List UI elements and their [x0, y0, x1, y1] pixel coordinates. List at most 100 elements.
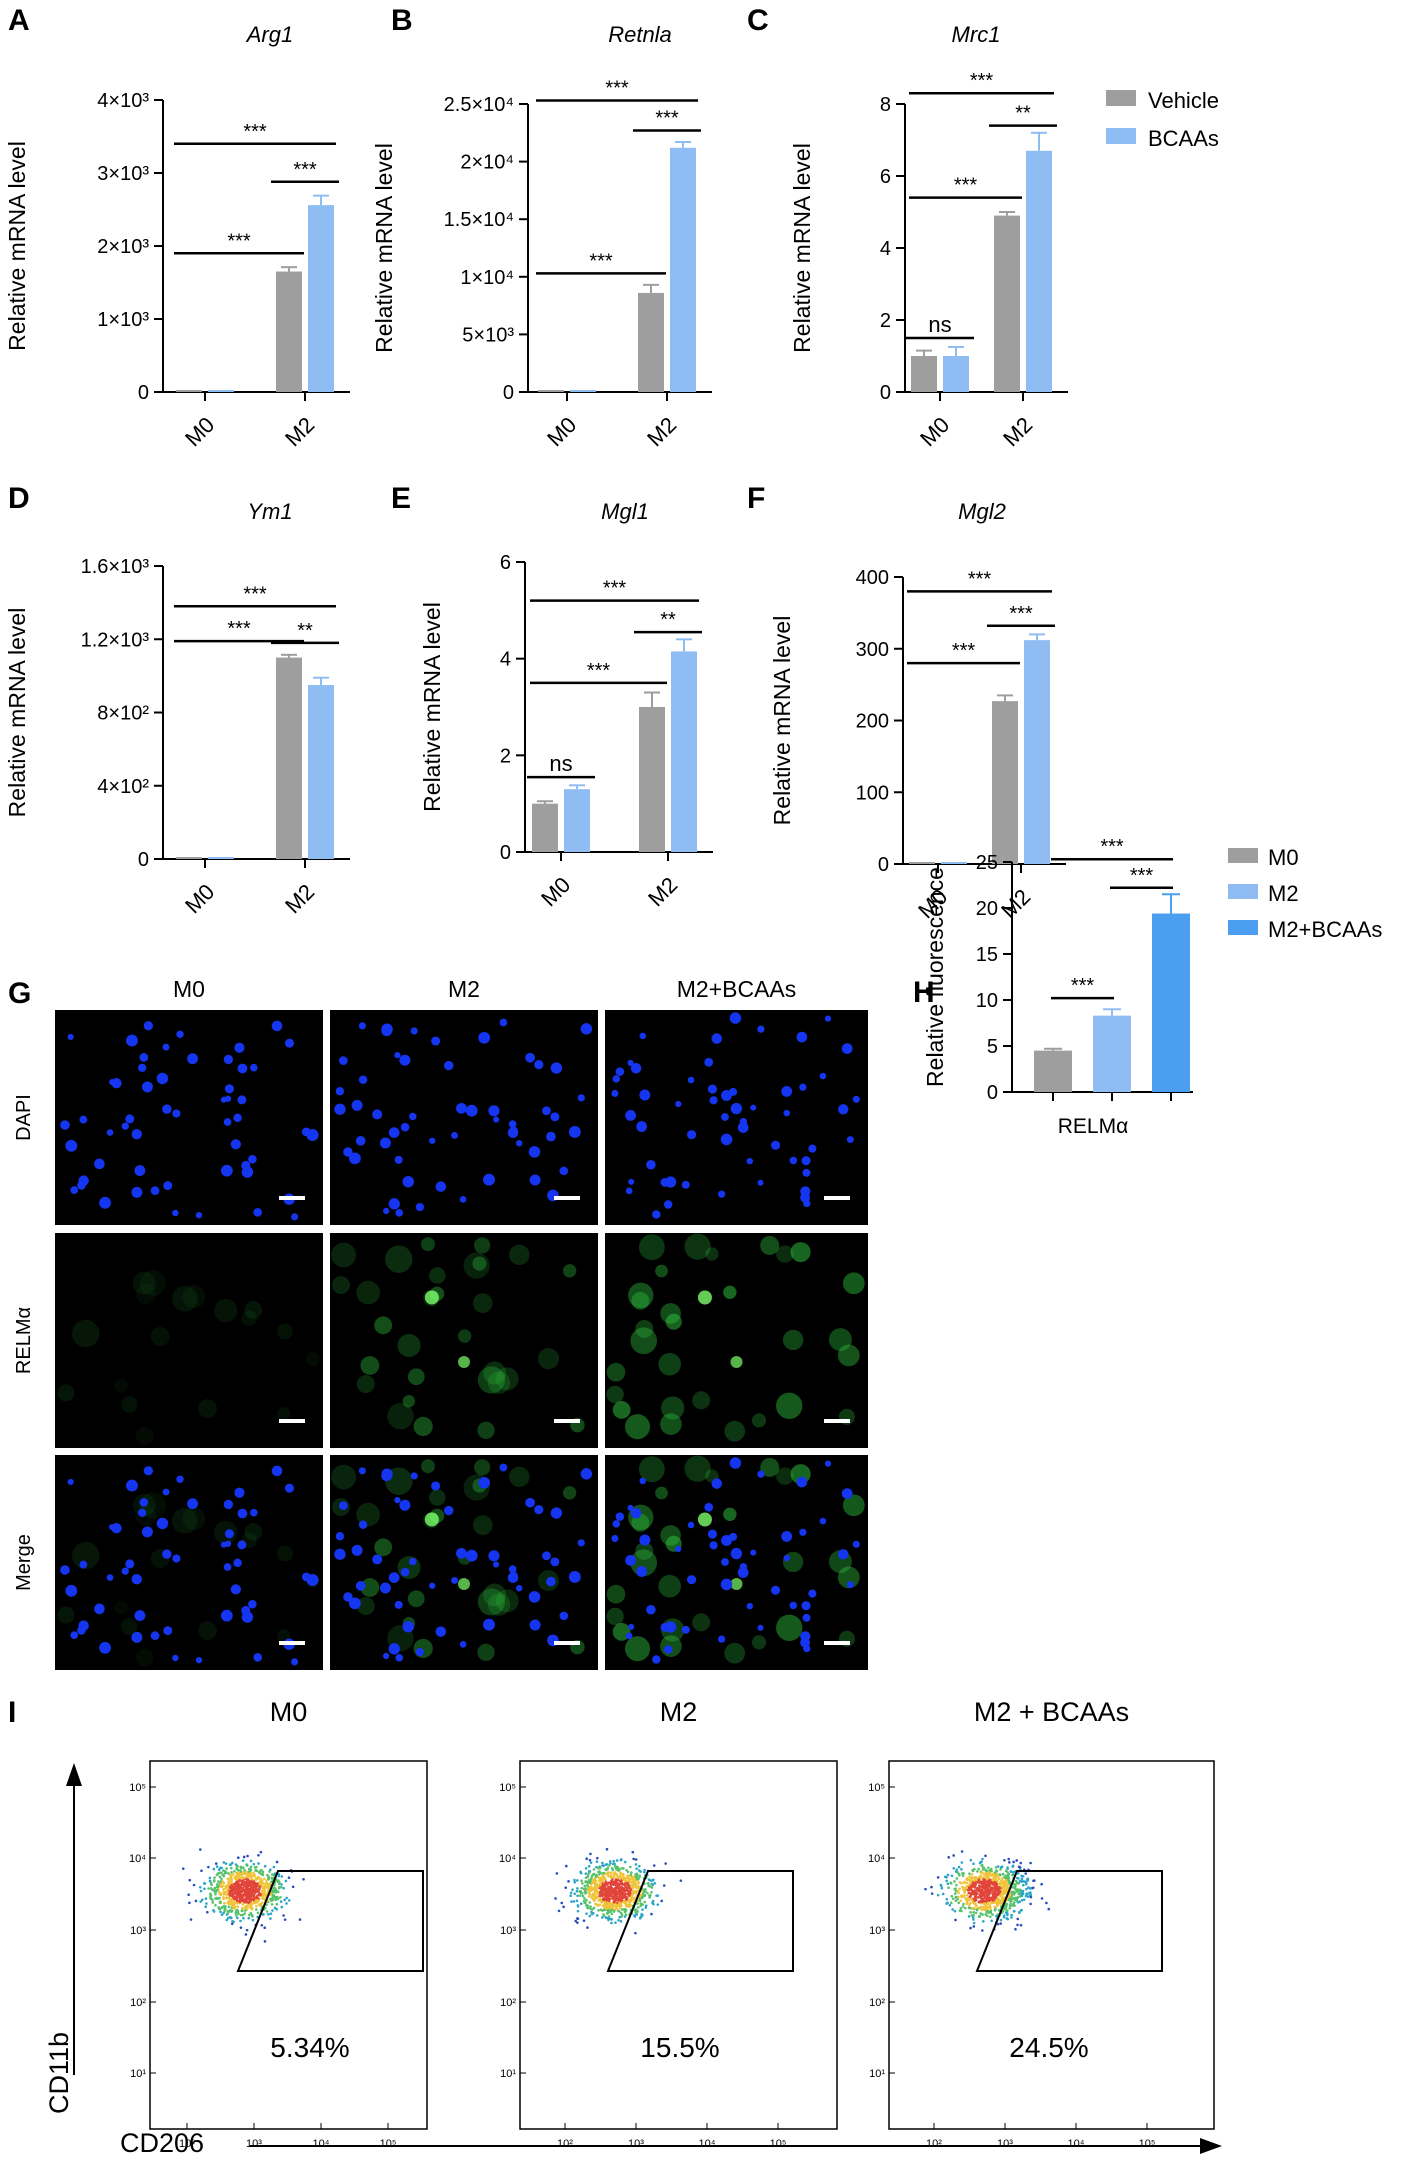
- event-dot: [255, 1899, 259, 1902]
- event-dot: [590, 1875, 594, 1879]
- event-dot: [610, 1921, 613, 1925]
- y-tick-label: 4×10³: [97, 90, 149, 112]
- relm-signal: [385, 1245, 413, 1273]
- event-dot: [579, 1894, 582, 1897]
- event-dot: [272, 1865, 276, 1869]
- event-dot: [1018, 1888, 1022, 1892]
- event-dot: [1001, 1872, 1005, 1876]
- relm-signal: [776, 1392, 803, 1419]
- dapi-nucleus: [803, 1199, 811, 1208]
- event-dot: [620, 1890, 623, 1893]
- event-dot: [990, 1888, 994, 1892]
- event-dot: [252, 1893, 256, 1897]
- x-tick-label: M0: [180, 879, 219, 918]
- event-dot: [298, 1918, 302, 1921]
- dapi-nucleus: [131, 1186, 143, 1198]
- event-dot: [230, 1894, 234, 1898]
- event-dot: [633, 1915, 637, 1918]
- event-dot: [1006, 1909, 1009, 1912]
- dapi-nucleus: [388, 1572, 400, 1584]
- event-dot: [223, 1891, 226, 1894]
- chart-title: Retnla: [608, 22, 672, 47]
- event-dot: [219, 1910, 222, 1914]
- bar-bcaas-m2: [308, 685, 334, 859]
- dapi-nucleus: [400, 1567, 410, 1577]
- event-dot: [964, 1897, 967, 1900]
- micrograph-relma-m0: [55, 1233, 323, 1448]
- dapi-nucleus: [172, 1209, 179, 1217]
- event-dot: [602, 1896, 605, 1900]
- event-dot: [972, 1901, 976, 1905]
- event-dot: [585, 1857, 588, 1861]
- event-dot: [241, 1906, 245, 1910]
- event-dot: [999, 1922, 1003, 1925]
- event-dot: [586, 1883, 589, 1886]
- significance-label: ***: [605, 78, 629, 100]
- y-tick-label: 200: [856, 711, 889, 733]
- dapi-nucleus: [79, 1560, 88, 1569]
- event-dot: [954, 1895, 958, 1899]
- chart-panel-b: 0 5×10³ 1×10⁴ 1.5×10⁴ 2×10⁴ 2.5×10⁴ Relative m…: [371, 4, 712, 451]
- event-dot: [1024, 1894, 1028, 1898]
- event-dot: [600, 1878, 604, 1882]
- event-dot: [595, 1865, 598, 1869]
- dapi-nucleus: [131, 1573, 142, 1585]
- event-dot: [233, 1907, 236, 1910]
- event-dot: [555, 1872, 559, 1875]
- chart-panel-a: 0 1×10³ 2×10³ 3×10³ 4×10³ Relative mRNA level…: [4, 4, 350, 451]
- dapi-nucleus: [358, 1022, 366, 1030]
- event-dot: [608, 1888, 612, 1891]
- event-dot: [256, 1893, 259, 1897]
- dapi-nucleus: [187, 1053, 199, 1065]
- event-dot: [271, 1893, 275, 1897]
- y-tick-label: 1.6×10³: [81, 556, 150, 578]
- event-dot: [280, 1883, 283, 1886]
- event-dot: [619, 1871, 622, 1874]
- dapi-nucleus: [306, 1574, 319, 1587]
- event-dot: [1029, 1887, 1032, 1890]
- event-dot: [999, 1880, 1003, 1883]
- event-dot: [949, 1881, 952, 1885]
- event-dot: [965, 1893, 969, 1897]
- dapi-nucleus: [577, 1539, 585, 1547]
- event-dot: [608, 1863, 611, 1867]
- event-dot: [1024, 1872, 1028, 1875]
- bar-vehicle-m2: [276, 271, 302, 392]
- event-dot: [602, 1864, 605, 1868]
- dapi-nucleus: [630, 1507, 642, 1519]
- event-dot: [236, 1890, 240, 1894]
- dapi-nucleus: [355, 1581, 366, 1591]
- dapi-nucleus: [627, 1504, 634, 1512]
- event-dot: [993, 1871, 997, 1875]
- relm-signal: [132, 1271, 156, 1295]
- relm-signal: [606, 1385, 624, 1404]
- y-tick-label: 0: [138, 382, 149, 404]
- y-tick-label: 0: [987, 1082, 998, 1104]
- significance-label: **: [660, 609, 676, 631]
- dapi-nucleus: [528, 1146, 541, 1158]
- relm-bright-cell: [730, 1356, 743, 1368]
- event-dot: [968, 1904, 971, 1907]
- event-dot: [601, 1882, 605, 1886]
- event-dot: [624, 1901, 628, 1905]
- event-dot: [640, 1896, 644, 1900]
- event-dot: [1019, 1861, 1023, 1865]
- dapi-nucleus: [394, 1600, 403, 1609]
- event-dot: [1012, 1882, 1016, 1886]
- bar-vehicle-m2: [992, 701, 1018, 864]
- event-dot: [982, 1902, 986, 1906]
- event-dot: [212, 1909, 215, 1912]
- event-dot: [1019, 1909, 1023, 1912]
- dapi-nucleus: [483, 1173, 495, 1186]
- event-dot: [586, 1873, 590, 1876]
- dapi-nucleus: [783, 1554, 791, 1562]
- dapi-nucleus: [559, 1166, 569, 1176]
- bar-m2: [1093, 1015, 1131, 1092]
- event-dot: [235, 1877, 239, 1881]
- event-dot: [945, 1875, 948, 1879]
- event-dot: [982, 1900, 985, 1903]
- event-dot: [584, 1872, 588, 1875]
- event-dot: [624, 1913, 628, 1917]
- dapi-nucleus: [234, 1042, 245, 1053]
- dapi-nucleus: [550, 1062, 563, 1074]
